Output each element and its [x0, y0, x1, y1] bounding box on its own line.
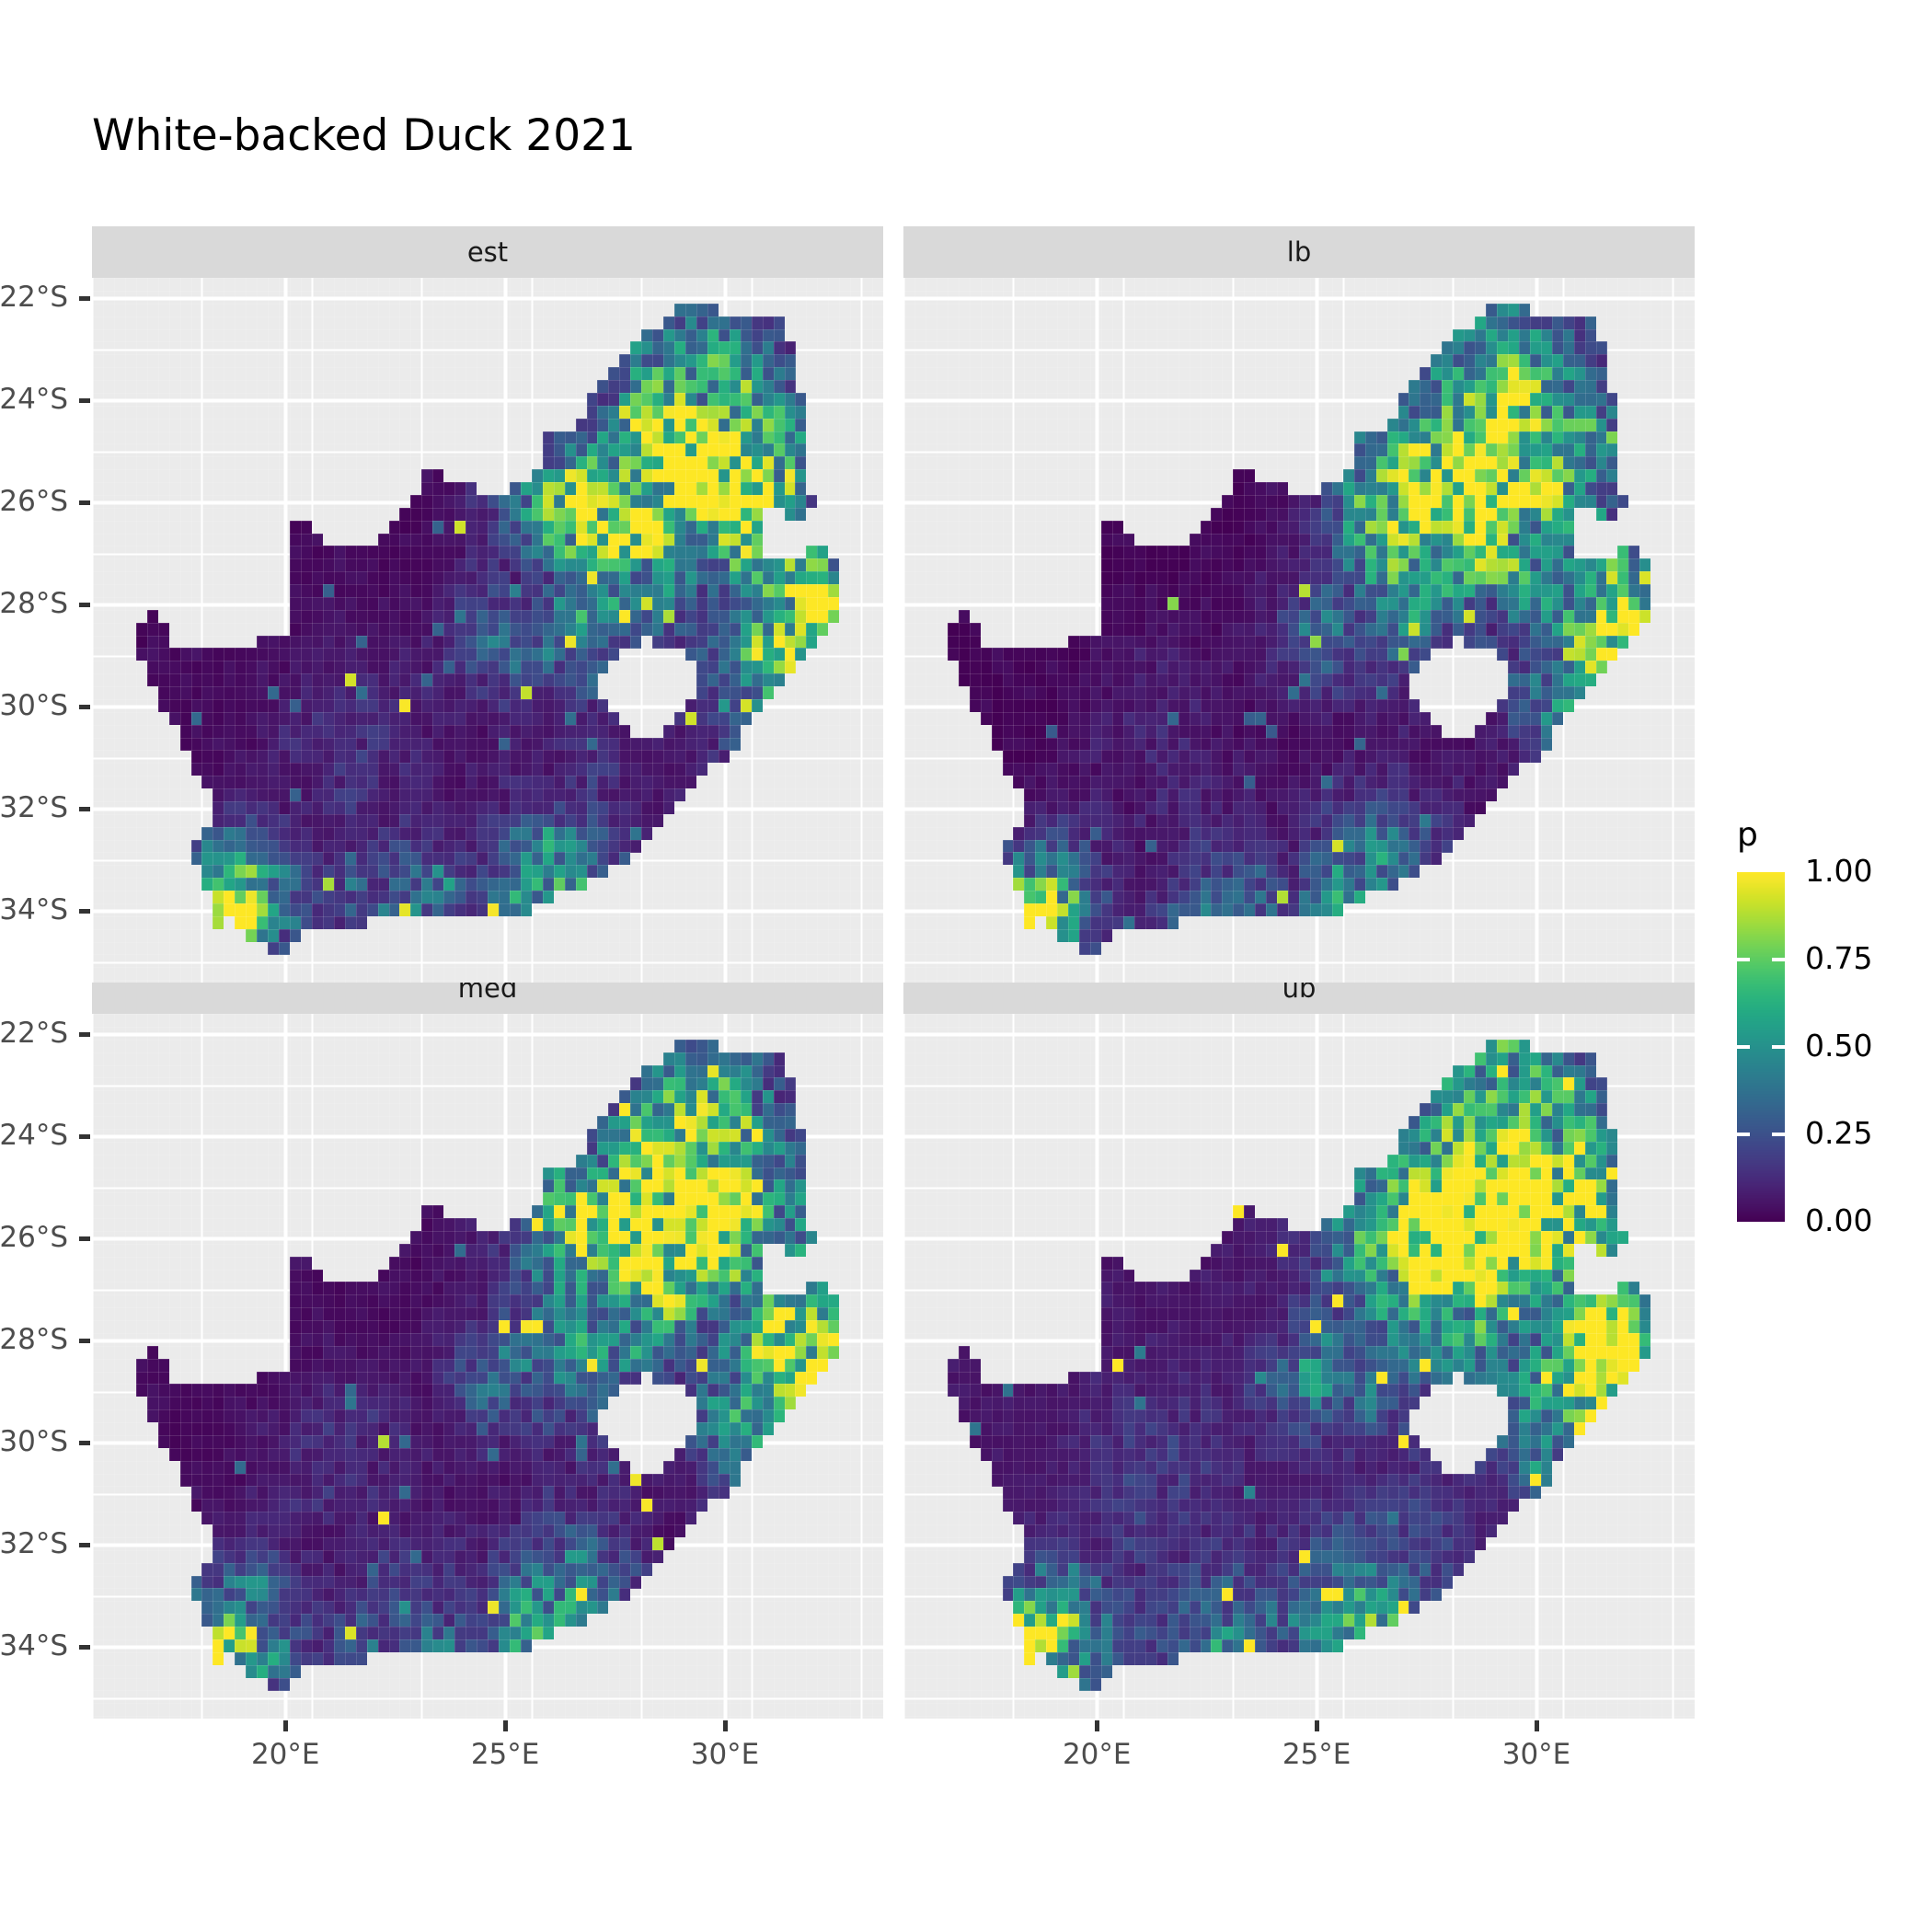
legend-title: p [1737, 816, 1758, 854]
y-axis-tick-est-5 [79, 807, 90, 812]
x-axis-tick-med-2 [723, 1720, 728, 1731]
page-title: White-backed Duck 2021 [92, 110, 636, 161]
y-axis-tick-med-0 [79, 1032, 90, 1038]
y-axis-tick-label-est-1: 24°S [0, 383, 68, 417]
y-axis-tick-label-med-5: 32°S [0, 1527, 68, 1561]
legend-tick-right-3 [1772, 958, 1785, 961]
legend-tick-left-1 [1737, 1133, 1750, 1136]
x-axis-tick-med-1 [503, 1720, 509, 1731]
x-axis-tick-label-med-0: 20°E [250, 1738, 320, 1771]
raster-layer-lb [903, 278, 1695, 983]
x-axis-tick-med-0 [283, 1720, 289, 1731]
map-panel-est [92, 278, 883, 983]
y-axis-tick-est-0 [79, 296, 90, 302]
y-axis-tick-label-est-6: 34°S [0, 893, 68, 927]
x-axis-tick-label-ub-0: 20°E [1062, 1738, 1132, 1771]
x-axis-tick-ub-0 [1095, 1720, 1100, 1731]
x-axis-tick-label-ub-2: 30°E [1501, 1738, 1571, 1771]
y-axis-tick-label-med-1: 24°S [0, 1119, 68, 1153]
legend-tick-left-3 [1737, 958, 1750, 961]
map-panel-lb [903, 278, 1695, 983]
y-axis-tick-est-3 [79, 603, 90, 608]
y-axis-tick-med-3 [79, 1339, 90, 1344]
y-axis-tick-med-1 [79, 1134, 90, 1140]
y-axis-tick-est-6 [79, 909, 90, 914]
y-axis-tick-label-est-4: 30°S [0, 689, 68, 723]
y-axis-tick-label-med-2: 26°S [0, 1221, 68, 1255]
y-axis-tick-label-est-0: 22°S [0, 281, 68, 315]
y-axis-tick-label-est-5: 32°S [0, 791, 68, 825]
facet-strip-label-est: est [466, 236, 509, 268]
legend-tick-label-1: 0.25 [1805, 1115, 1873, 1151]
legend-tick-right-1 [1772, 1133, 1785, 1136]
legend-tick-label-4: 1.00 [1805, 853, 1873, 889]
y-axis-tick-med-6 [79, 1645, 90, 1650]
legend-tick-label-0: 0.00 [1805, 1202, 1873, 1238]
x-axis-tick-label-ub-1: 25°E [1282, 1738, 1351, 1771]
x-axis-tick-ub-2 [1535, 1720, 1539, 1731]
raster-layer-est [92, 278, 883, 983]
x-axis-tick-label-med-1: 25°E [470, 1738, 540, 1771]
x-axis-tick-label-med-2: 30°E [690, 1738, 760, 1771]
y-axis-tick-est-1 [79, 398, 90, 404]
y-axis-tick-label-med-0: 22°S [0, 1017, 68, 1051]
y-axis-tick-med-2 [79, 1236, 90, 1242]
y-axis-tick-est-2 [79, 500, 90, 506]
y-axis-tick-label-med-4: 30°S [0, 1425, 68, 1459]
legend-tick-label-2: 0.50 [1805, 1028, 1873, 1064]
map-panel-ub [903, 1014, 1695, 1719]
x-axis-tick-ub-1 [1315, 1720, 1320, 1731]
facet-strip-lb: lb [903, 226, 1695, 278]
legend-tick-label-3: 0.75 [1805, 940, 1873, 976]
map-panel-med [92, 1014, 883, 1719]
y-axis-tick-label-med-6: 34°S [0, 1629, 68, 1663]
y-axis-tick-label-est-3: 28°S [0, 587, 68, 621]
y-axis-tick-med-4 [79, 1441, 90, 1446]
y-axis-tick-est-4 [79, 705, 90, 710]
y-axis-tick-label-est-2: 26°S [0, 485, 68, 519]
raster-layer-med [92, 1014, 883, 1719]
legend-tick-right-2 [1772, 1045, 1785, 1049]
legend-tick-left-2 [1737, 1045, 1750, 1049]
facet-strip-est: est [92, 226, 883, 278]
facet-strip-label-lb: lb [1286, 236, 1312, 268]
raster-layer-ub [903, 1014, 1695, 1719]
y-axis-tick-med-5 [79, 1543, 90, 1548]
y-axis-tick-label-med-3: 28°S [0, 1323, 68, 1357]
